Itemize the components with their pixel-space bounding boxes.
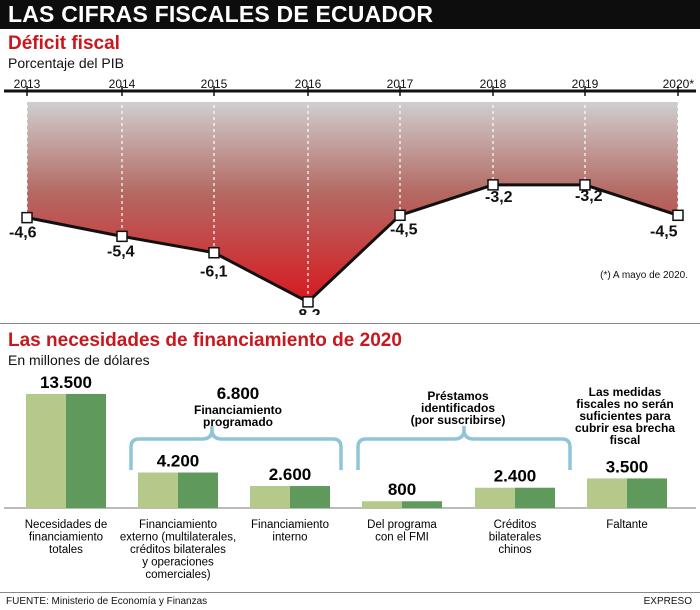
year-label: 2016	[295, 77, 322, 91]
section-divider	[0, 323, 700, 324]
bar-left-half	[362, 501, 402, 508]
group-value-label: 6.800	[217, 384, 260, 403]
bar-right-half	[627, 478, 667, 508]
group-label: identificados	[421, 401, 495, 415]
bar-value-label: 2.600	[269, 465, 312, 484]
source-note: FUENTE: Ministerio de Economía y Finanza…	[6, 596, 208, 607]
bar-right-half	[178, 472, 218, 508]
deficit-subtitle: Porcentaje del PIB	[8, 55, 124, 71]
deficit-value-label: -6,1	[200, 264, 228, 281]
deficit-value-label: -3,2	[575, 188, 603, 205]
faltante-note: Las medidas	[589, 385, 662, 399]
page-title: LAS CIFRAS FISCALES DE ECUADOR	[0, 0, 700, 29]
category-label: Financiamiento	[251, 519, 329, 531]
category-label: y operaciones	[142, 557, 214, 569]
deficit-point	[208, 246, 220, 259]
faltante-note: fiscal	[610, 433, 641, 447]
deficit-point	[302, 296, 314, 308]
group-label: programado	[203, 415, 273, 429]
year-label: 2018	[480, 77, 507, 91]
deficit-point	[116, 230, 128, 243]
bar-left-half	[26, 393, 66, 508]
deficit-note: (*) A mayo de 2020.	[600, 270, 688, 281]
bar-left-half	[250, 486, 290, 508]
year-label: 2014	[109, 77, 136, 91]
financing-title: Las necesidades de financiamiento de 202…	[8, 330, 402, 351]
bar-right-half	[290, 486, 330, 508]
financing-chart: 6.800FinanciamientoprogramadoPréstamosid…	[4, 373, 696, 581]
group-label: Financiamiento	[194, 403, 282, 417]
category-label: externo (multilaterales,	[120, 532, 236, 544]
year-label: 2020*	[663, 77, 695, 91]
deficit-point	[579, 179, 591, 191]
year-label: 2019	[572, 77, 599, 91]
bar-right-half	[402, 501, 442, 508]
faltante-note: cubrir esa brecha	[575, 421, 675, 435]
bar-value-label: 4.200	[157, 452, 200, 471]
category-label: chinos	[498, 544, 531, 556]
category-label: con el FMI	[375, 532, 429, 544]
group-label: Préstamos	[427, 389, 489, 403]
year-label: 2017	[387, 77, 414, 91]
bracket-prestamos	[356, 426, 572, 470]
category-label: Del programa	[367, 519, 437, 531]
deficit-title: Déficit fiscal	[8, 33, 120, 54]
deficit-value-label: -4,6	[9, 225, 37, 242]
category-label: Créditos	[494, 519, 537, 531]
bar-left-half	[138, 472, 178, 508]
bar-value-label: 2.400	[494, 467, 537, 486]
category-label: financiamiento	[29, 532, 103, 544]
bar-left-half	[475, 487, 515, 508]
category-label: totales	[49, 544, 83, 556]
deficit-value-label: -5,4	[107, 243, 135, 260]
deficit-point	[394, 209, 406, 222]
category-label: interno	[272, 532, 307, 544]
category-label: comerciales)	[145, 569, 210, 581]
deficit-line	[26, 183, 679, 304]
bar-value-label: 13.500	[40, 373, 92, 392]
faltante-note: suficientes para	[579, 409, 671, 423]
category-label: Necesidades de	[25, 519, 107, 531]
deficit-point	[672, 209, 684, 222]
deficit-value-label: -4,5	[390, 221, 418, 238]
bar-right-half	[515, 487, 555, 508]
deficit-value-label: -4,5	[650, 223, 678, 240]
category-label: bilaterales	[489, 532, 542, 544]
deficit-point	[487, 179, 499, 191]
bracket-programado	[129, 426, 343, 470]
footer-divider	[0, 592, 700, 593]
financing-subtitle: En millones de dólares	[8, 352, 150, 368]
category-label: Faltante	[606, 519, 648, 531]
deficit-value-label: -8,2	[293, 307, 321, 315]
bar-left-half	[587, 478, 627, 508]
faltante-note: fiscales no serán	[576, 397, 673, 411]
bar-value-label: 800	[388, 480, 416, 499]
brand-logo: EXPRESO	[643, 596, 692, 607]
deficit-chart: 2013 2014 2015 2016 2017 2018 2019 2020* -4,6 -5,…	[4, 77, 696, 315]
category-label: Financiamiento	[139, 519, 217, 531]
deficit-area	[27, 102, 678, 302]
year-label: 2013	[14, 77, 41, 91]
deficit-value-label: -3,2	[485, 189, 513, 206]
group-label: (por suscribirse)	[411, 413, 506, 427]
category-label: créditos bilaterales	[130, 544, 226, 556]
bar-right-half	[66, 393, 106, 508]
year-label: 2015	[201, 77, 228, 91]
deficit-point	[21, 211, 33, 224]
bar-value-label: 3.500	[606, 457, 649, 476]
